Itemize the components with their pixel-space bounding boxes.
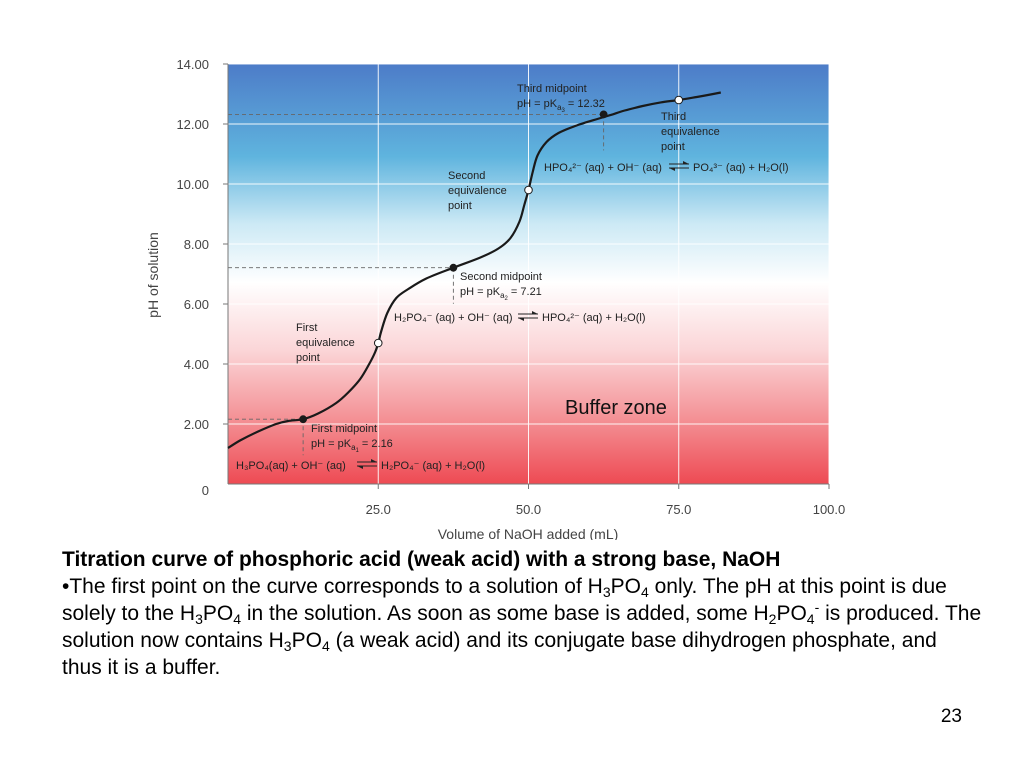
- y-tick-label: 10.00: [176, 177, 209, 192]
- equation-3-right: PO₄³⁻ (aq) + H₂O(l): [693, 162, 789, 174]
- x-tick-label: 50.0: [516, 502, 541, 517]
- third-midpoint-pka: pH = pKa3 = 12.32: [517, 98, 605, 114]
- second-equivalence-line1: Second: [448, 170, 485, 182]
- equilibrium-arrows-icon: [357, 459, 377, 469]
- second-equivalence-annotation: Second equivalence point: [448, 170, 507, 212]
- equilibrium-arrows-icon: [669, 161, 689, 171]
- titration-chart: 2.00 4.00 6.00 8.00 10.00 12.00 14.00 25.0 50.0 7…: [145, 57, 845, 540]
- second-midpoint-annotation: Second midpoint pH = pKa2 = 7.21: [460, 271, 542, 302]
- axis-ticks: 2.00 4.00 6.00 8.00 10.00 12.00 14.00 25.0 50.0 7…: [176, 57, 845, 517]
- third-equivalence-line3: point: [661, 141, 685, 153]
- equivalence-point: [674, 95, 684, 105]
- second-midpoint-title: Second midpoint: [460, 271, 542, 283]
- equivalence-point: [524, 185, 533, 195]
- origin-label: 0: [202, 483, 209, 498]
- gridlines: [228, 63, 830, 484]
- y-tick-label: 12.00: [176, 117, 209, 132]
- equation-3: HPO₄²⁻ (aq) + OH⁻ (aq) PO₄³⁻ (aq) + H₂O(…: [544, 161, 789, 174]
- equivalence-point: [373, 338, 383, 348]
- first-equivalence-line1: First: [296, 322, 317, 334]
- y-tick-label: 2.00: [184, 417, 209, 432]
- midpoint-point: [299, 415, 308, 424]
- equation-3-left: HPO₄²⁻ (aq) + OH⁻ (aq): [544, 162, 662, 174]
- first-equivalence-line3: point: [296, 352, 320, 364]
- third-equivalence-annotation: Third equivalence point: [661, 111, 720, 153]
- curve-points: [299, 95, 684, 424]
- x-tick-label: 75.0: [666, 502, 691, 517]
- equation-2: H₂PO₄⁻ (aq) + OH⁻ (aq) HPO₄²⁻ (aq) + H₂O…: [394, 311, 646, 324]
- titration-curve: [227, 91, 722, 449]
- page-number: 23: [940, 706, 962, 727]
- first-midpoint-title: First midpoint: [311, 423, 377, 435]
- third-midpoint-title: Third midpoint: [517, 83, 587, 95]
- y-tick-label: 6.00: [184, 297, 209, 312]
- x-tick-label: 100.0: [813, 502, 846, 517]
- y-tick-label: 4.00: [184, 357, 209, 372]
- y-tick-label: 14.00: [176, 57, 209, 72]
- equation-1-right: H₂PO₄⁻ (aq) + H₂O(l): [381, 460, 485, 472]
- equation-1-left: H₃PO₄(aq) + OH⁻ (aq): [236, 460, 346, 472]
- second-equivalence-line3: point: [448, 200, 472, 212]
- caption-heading: Titration curve of phosphoric acid (weak…: [62, 548, 781, 571]
- third-midpoint-annotation: Third midpoint pH = pKa3 = 12.32: [517, 83, 605, 114]
- second-equivalence-line2: equivalence: [448, 185, 507, 197]
- first-equivalence-line2: equivalence: [296, 337, 355, 349]
- first-midpoint-annotation: First midpoint pH = pKa1 = 2.16: [311, 423, 393, 454]
- caption-body: •The first point on the curve correspond…: [62, 575, 982, 679]
- equation-1: H₃PO₄(aq) + OH⁻ (aq) H₂PO₄⁻ (aq) + H₂O(l…: [236, 459, 485, 472]
- third-equivalence-line2: equivalence: [661, 126, 720, 138]
- midpoint-guides: [228, 113, 605, 456]
- first-equivalence-annotation: First equivalence point: [296, 322, 355, 364]
- x-axis-title: Volume of NaOH added (mL): [438, 526, 619, 540]
- equation-2-right: HPO₄²⁻ (aq) + H₂O(l): [542, 312, 646, 324]
- y-axis-title: pH of solution: [145, 232, 161, 318]
- midpoint-point: [449, 263, 458, 272]
- x-tick-label: 25.0: [366, 502, 391, 517]
- midpoint-point: [599, 110, 608, 119]
- buffer-zone-label: Buffer zone: [565, 397, 667, 419]
- equation-2-left: H₂PO₄⁻ (aq) + OH⁻ (aq): [394, 312, 512, 324]
- equilibrium-arrows-icon: [518, 311, 538, 321]
- third-equivalence-line1: Third: [661, 111, 686, 123]
- first-midpoint-pka: pH = pKa1 = 2.16: [311, 438, 393, 454]
- y-tick-label: 8.00: [184, 237, 209, 252]
- second-midpoint-pka: pH = pKa2 = 7.21: [460, 286, 542, 302]
- caption: Titration curve of phosphoric acid (weak…: [62, 546, 982, 681]
